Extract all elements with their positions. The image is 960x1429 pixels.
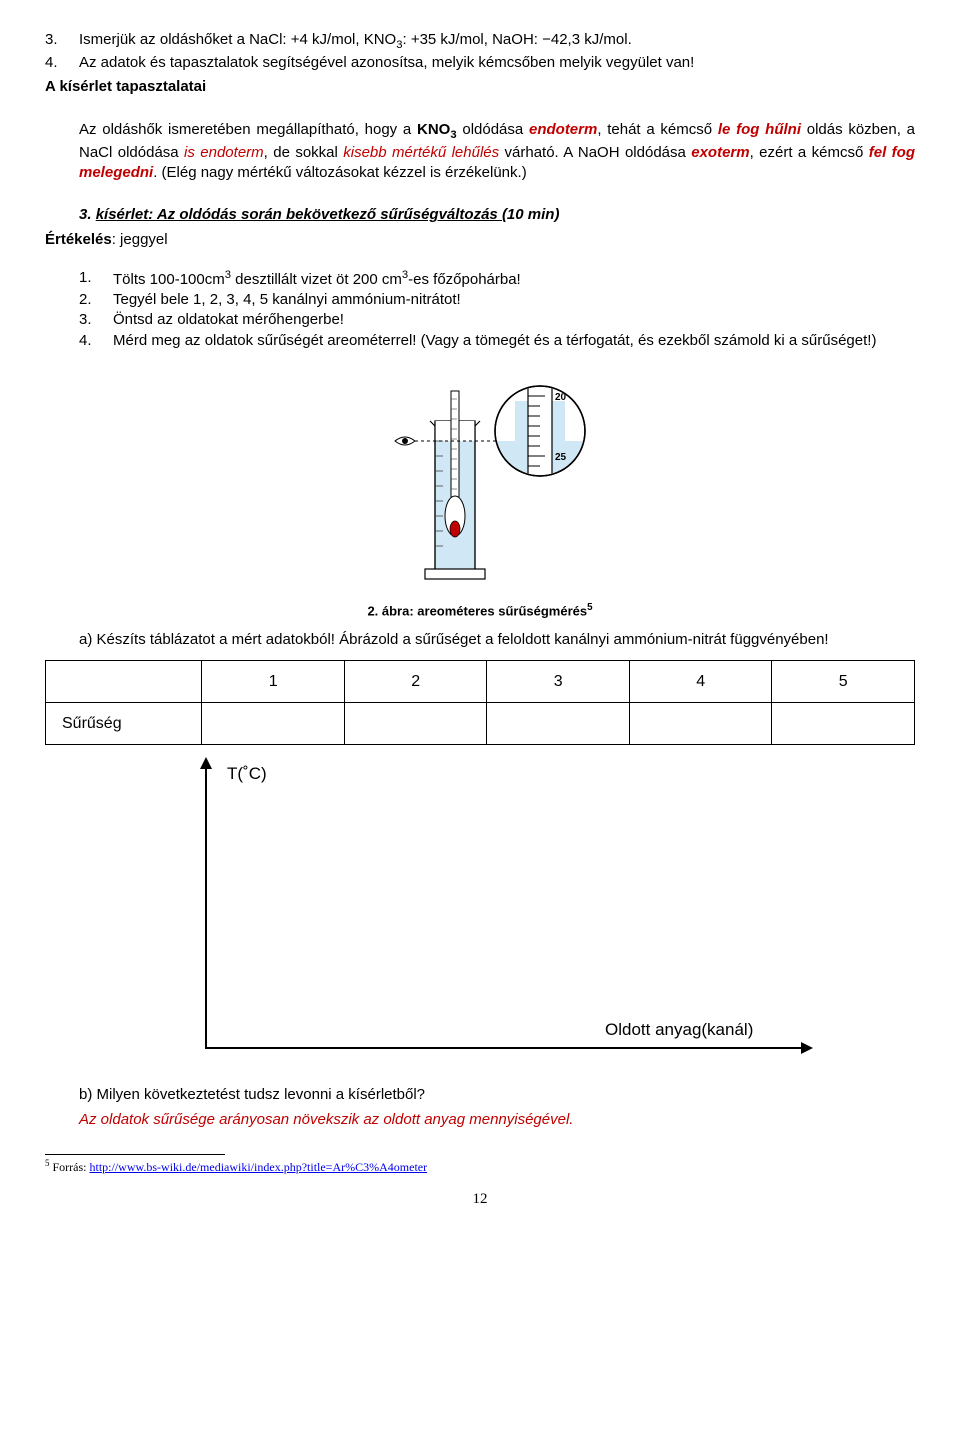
arrow-up-icon bbox=[200, 757, 212, 769]
paragraph-results: Az oldáshők ismeretében megállapítható, … bbox=[45, 120, 915, 184]
evaluation-line: Értékelés: jeggyel bbox=[45, 230, 915, 250]
list-number: 4. bbox=[45, 53, 79, 73]
list-text: Az adatok és tapasztalatok segítségével … bbox=[79, 53, 915, 73]
step-4: 4. Mérd meg az oldatok sűrűségét areomét… bbox=[45, 331, 915, 351]
chart-axes: T(˚C) Oldott anyag(kanál) bbox=[105, 759, 845, 1079]
footnote: 5 Forrás: http://www.bs-wiki.de/mediawik… bbox=[45, 1157, 915, 1175]
table-row: 1 2 3 4 5 bbox=[46, 661, 915, 703]
task-a: a) Készíts táblázatot a mért adatokból! … bbox=[45, 630, 915, 650]
x-axis-label: Oldott anyag(kanál) bbox=[605, 1019, 753, 1042]
footnote-link[interactable]: http://www.bs-wiki.de/mediawiki/index.ph… bbox=[90, 1160, 428, 1174]
arrow-right-icon bbox=[801, 1042, 813, 1054]
step-2: 2. Tegyél bele 1, 2, 3, 4, 5 kanálnyi am… bbox=[45, 290, 915, 310]
list-item-4: 4. Az adatok és tapasztalatok segítségév… bbox=[45, 53, 915, 73]
y-axis bbox=[205, 759, 207, 1049]
heading-experiment-results: A kísérlet tapasztalatai bbox=[45, 77, 915, 97]
step-1: 1. Tölts 100-100cm3 desztillált vizet öt… bbox=[45, 268, 915, 290]
footnote-separator bbox=[45, 1154, 225, 1155]
figure-areometer: 20 25 2. ábra: areométeres sűrűségmérés5 bbox=[45, 361, 915, 620]
scale-bottom-label: 25 bbox=[555, 452, 567, 463]
task-b: b) Milyen következtetést tudsz levonni a… bbox=[45, 1085, 915, 1105]
table-row: Sűrűség bbox=[46, 703, 915, 745]
figure-caption: 2. ábra: areométeres sűrűségmérés5 bbox=[45, 601, 915, 620]
step-3: 3. Öntsd az oldatokat mérőhengerbe! bbox=[45, 310, 915, 330]
task-b-answer: Az oldatok sűrűsége arányosan növekszik … bbox=[45, 1110, 915, 1130]
areometer-icon: 20 25 bbox=[365, 361, 595, 591]
x-axis bbox=[205, 1047, 805, 1049]
page-number: 12 bbox=[45, 1189, 915, 1209]
y-axis-label: T(˚C) bbox=[227, 763, 267, 786]
experiment-3-heading: 3. kísérlet: Az oldódás során bekövetkez… bbox=[45, 205, 915, 225]
list-item-3: 3. Ismerjük az oldáshőket a NaCl: +4 kJ/… bbox=[45, 30, 915, 53]
list-text: Ismerjük az oldáshőket a NaCl: +4 kJ/mol… bbox=[79, 30, 915, 53]
density-table: 1 2 3 4 5 Sűrűség bbox=[45, 660, 915, 745]
list-number: 3. bbox=[45, 30, 79, 53]
